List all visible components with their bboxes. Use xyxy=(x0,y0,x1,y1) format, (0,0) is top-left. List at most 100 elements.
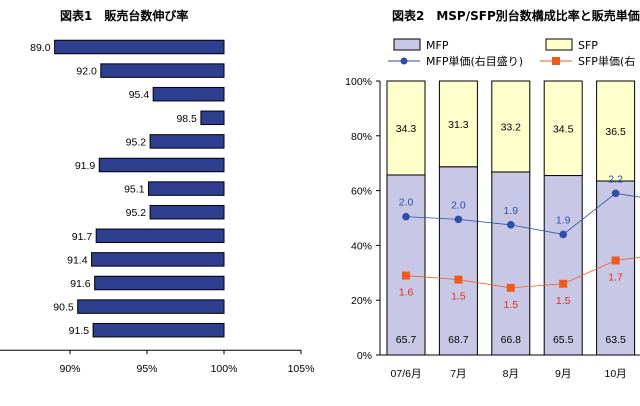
growth-bar-label: 91.9 xyxy=(75,160,96,172)
growth-bar-label: 91.7 xyxy=(72,231,93,243)
growth-bar xyxy=(149,204,225,220)
sfp-bar-segment xyxy=(386,80,426,176)
mfp-value-label: 68.7 xyxy=(448,334,469,346)
mfp-value-label: 65.7 xyxy=(396,334,417,346)
mfp-price-label: 2.0 xyxy=(399,197,414,209)
mfp-value-label: 66.8 xyxy=(501,334,522,346)
mfp-price-point xyxy=(454,215,463,224)
sfp-price-point xyxy=(559,279,568,288)
chart2-title: 図表2 MSP/SFP別台数構成比率と販売単価 xyxy=(392,8,640,23)
legend-swatch-sfp xyxy=(545,38,573,51)
chart2-tick-label: 60% xyxy=(351,186,372,198)
mfp-bar-segment xyxy=(491,171,531,356)
sfp-bar-segment xyxy=(596,80,636,182)
legend-label-sfp-price: SFP単価(右 xyxy=(578,54,635,68)
mfp-bar-segment xyxy=(438,166,478,356)
growth-bar xyxy=(92,322,225,338)
growth-bar-label: 95.1 xyxy=(124,184,145,196)
growth-bar xyxy=(77,299,225,314)
growth-bar-label: 91.6 xyxy=(70,278,91,290)
sfp-price-line xyxy=(405,256,640,289)
growth-bar xyxy=(148,181,225,196)
mfp-price-label: 1.9 xyxy=(556,214,571,226)
legend-marker-sfp-price xyxy=(552,57,560,65)
growth-bar xyxy=(200,110,225,126)
growth-bar-label: 92.0 xyxy=(76,66,97,78)
mfp-price-point xyxy=(507,221,515,229)
growth-rate-chart: 図表1 販売台数伸び率 89.0 92.0 95.4 98.5 95.2 91.9 95.1… xyxy=(0,8,314,375)
growth-bar-label: 90.5 xyxy=(53,302,74,314)
sfp-price-label: 1.7 xyxy=(608,271,623,283)
chart2-tick-label: 100% xyxy=(345,76,372,88)
sfp-bar-segment xyxy=(543,80,583,177)
mfp-value-label: 63.5 xyxy=(605,334,626,346)
sfp-price-label: 1.5 xyxy=(556,295,571,307)
growth-bar-label: 95.4 xyxy=(129,89,150,101)
growth-bar-label: 91.4 xyxy=(67,254,88,266)
growth-bar xyxy=(98,157,225,173)
sfp-price-point xyxy=(506,283,515,292)
growth-bar-label: 91.5 xyxy=(69,325,90,337)
sfp-price-label: 1.5 xyxy=(503,299,518,311)
growth-bar-label: 95.2 xyxy=(126,136,147,148)
mfp-price-label: 2.0 xyxy=(451,199,466,211)
mfp-value-label: 65.5 xyxy=(553,334,574,346)
mfp-bar-segment xyxy=(596,180,636,356)
chart2-legend: MFP SFP MFP単価(右目盛り) SFP単価(右 xyxy=(388,38,635,68)
legend-label-mfp: MFP xyxy=(426,39,449,52)
chart2-category-label: 8月 xyxy=(503,368,519,380)
mfp-price-label: 1.9 xyxy=(503,205,518,217)
chart1-tick-label: 95% xyxy=(136,363,157,375)
chart2-tick-label: 80% xyxy=(351,131,372,143)
sfp-value-label: 31.3 xyxy=(448,119,469,131)
chart2-category-label: 9月 xyxy=(555,368,571,380)
legend-swatch-mfp xyxy=(393,38,421,51)
chart1-tick-label: 105% xyxy=(288,363,315,375)
growth-bar xyxy=(95,228,225,244)
legend-label-mfp-price: MFP単価(右目盛り) xyxy=(426,54,523,68)
mfp-price-point xyxy=(559,230,567,239)
growth-bar-label: 98.5 xyxy=(176,113,197,125)
chart2-category-label: 10月 xyxy=(605,368,627,380)
sfp-value-label: 34.5 xyxy=(553,123,574,135)
growth-bar xyxy=(94,275,225,291)
mfp-bar-segment xyxy=(543,175,583,356)
mfp-price-point xyxy=(402,212,410,221)
growth-bar-label: 89.0 xyxy=(30,42,51,54)
sfp-value-label: 33.2 xyxy=(501,121,522,133)
growth-bar xyxy=(152,86,225,102)
legend-marker-mfp-price xyxy=(400,57,408,65)
sfp-price-label: 1.6 xyxy=(399,287,414,299)
growth-bar xyxy=(149,134,225,149)
sfp-value-label: 34.3 xyxy=(396,123,417,135)
growth-bar xyxy=(91,252,225,267)
chart2-tick-label: 40% xyxy=(351,240,372,252)
chart1-x-axis: 90% 95% 100% 105% xyxy=(0,349,315,375)
legend-label-sfp: SFP xyxy=(578,39,598,52)
sfp-value-label: 36.5 xyxy=(605,126,626,138)
growth-bar xyxy=(100,63,225,78)
chart1-bars: 89.0 92.0 95.4 98.5 95.2 91.9 95.1 95.2 91.7 91.4… xyxy=(30,39,225,338)
chart2-tick-label: 20% xyxy=(351,295,372,307)
mfp-price-label: 2.2 xyxy=(608,173,623,185)
chart1-tick-label: 90% xyxy=(59,363,80,375)
chart2-category-label: 07/6月 xyxy=(391,368,422,380)
chart2-tick-label: 0% xyxy=(357,350,372,362)
sfp-bar-segment xyxy=(491,80,531,173)
mfp-price-point xyxy=(611,189,620,198)
sfp-price-point xyxy=(454,275,463,284)
chart1-tick-label: 100% xyxy=(211,363,238,375)
chart2-plot: 0% 20% 40% 60% 80% 100% 34.3 65.7 07/6月 31.3 68.7 7… xyxy=(345,76,640,380)
growth-bar-label: 95.2 xyxy=(126,207,147,219)
mfp-price-line xyxy=(405,192,640,235)
sfp-price-label: 1.5 xyxy=(451,291,466,303)
sfp-bar-segment xyxy=(438,80,478,168)
sfp-price-point xyxy=(402,271,410,280)
sfp-price-point xyxy=(611,256,620,265)
growth-bar xyxy=(54,39,225,55)
chart1-title: 図表1 販売台数伸び率 xyxy=(60,8,188,23)
chart2-category-label: 7月 xyxy=(450,368,466,380)
mfp-bar-segment xyxy=(386,174,426,356)
composition-chart: 図表2 MSP/SFP別台数構成比率と販売単価 MFP SFP MFP単価(右目盛り… xyxy=(345,8,640,380)
